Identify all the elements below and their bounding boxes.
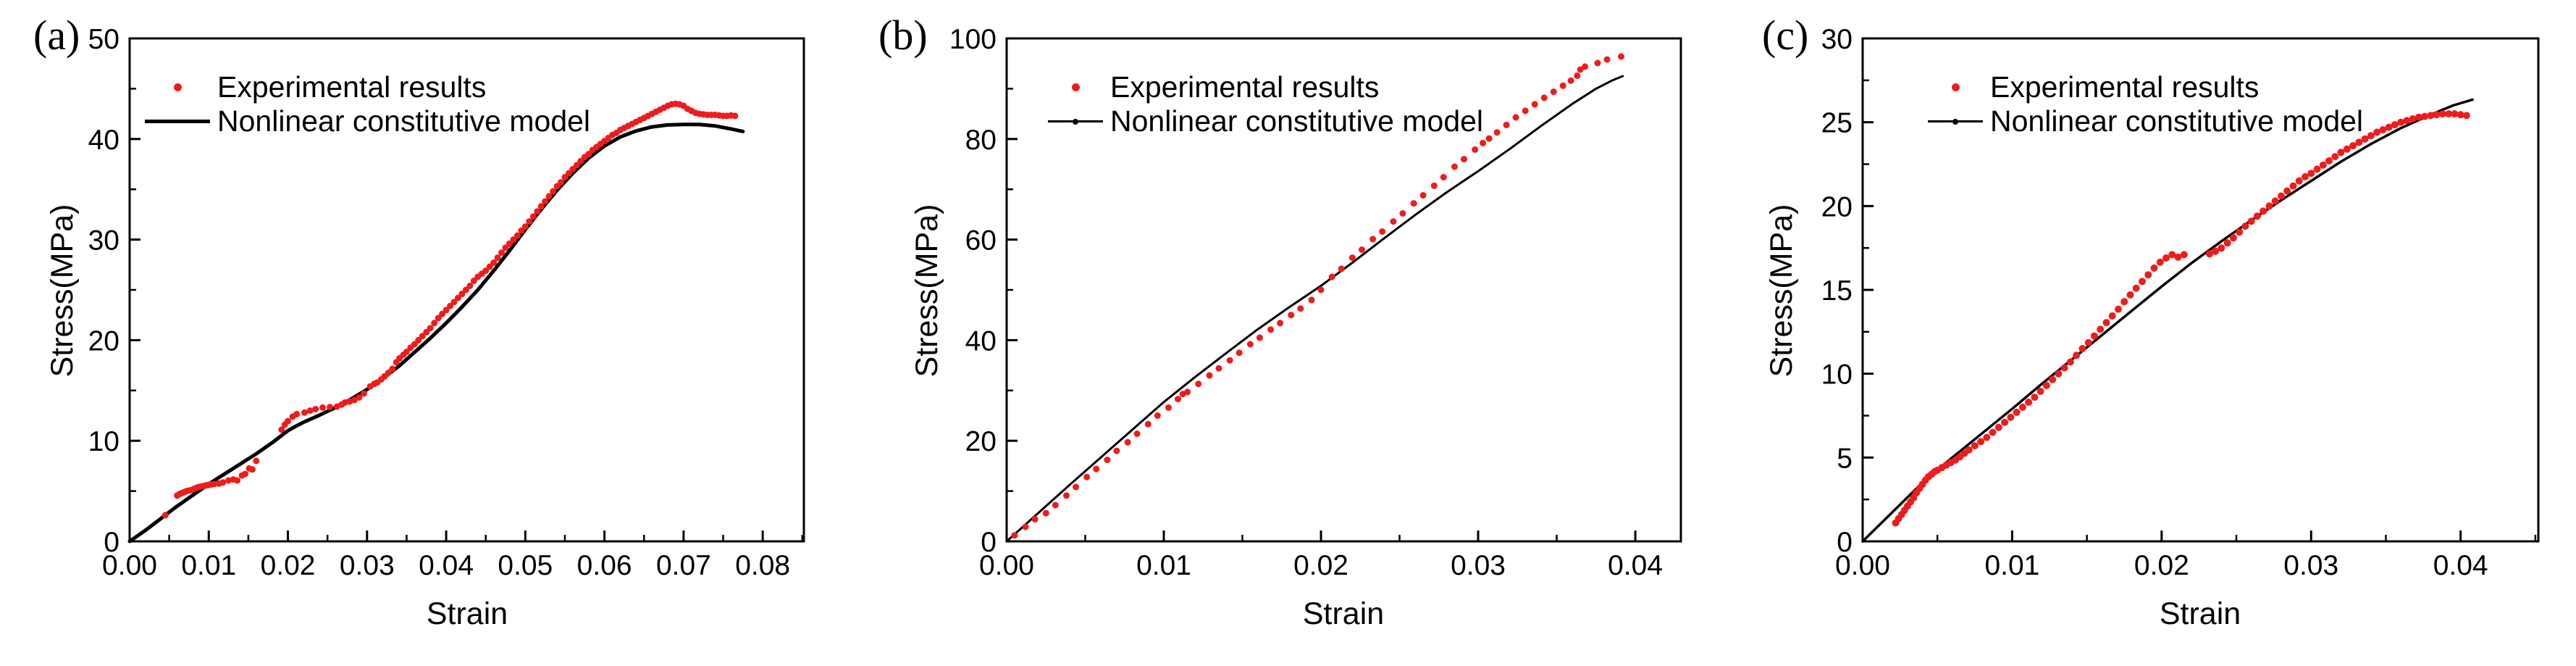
legend: Experimental results Nonlinear constitut…	[1048, 70, 1483, 138]
experimental-dot-icon	[145, 83, 210, 91]
svg-text:0.02: 0.02	[2134, 550, 2189, 581]
svg-text:80: 80	[965, 125, 997, 156]
svg-text:15: 15	[1821, 275, 1853, 307]
model-line-icon	[1048, 118, 1103, 125]
x-axis-title: Strain	[2159, 596, 2241, 631]
experimental-dot-icon	[1928, 83, 1983, 91]
svg-text:0.03: 0.03	[2283, 550, 2338, 581]
svg-text:0.03: 0.03	[1451, 550, 1506, 581]
legend-label: Experimental results	[1110, 70, 1380, 104]
svg-text:20: 20	[88, 325, 119, 357]
legend-item-experimental: Experimental results	[145, 70, 590, 104]
svg-text:0.00: 0.00	[102, 550, 157, 581]
panel-b: 0.00 0.01 0.02 0.03 0.04 0 20 40 60 80 100 (b) Str…	[862, 0, 1724, 666]
svg-text:10: 10	[1821, 359, 1853, 391]
svg-text:0.02: 0.02	[1293, 550, 1348, 581]
y-axis-title: Stress(MPa)	[1764, 204, 1799, 378]
x-axis-title: Strain	[1302, 596, 1385, 631]
y-axis-title: Stress(MPa)	[45, 204, 80, 378]
legend-item-model: Nonlinear constitutive model	[1928, 104, 2363, 138]
panel-letter-c: (c)	[1762, 12, 1809, 59]
svg-text:0.06: 0.06	[577, 550, 632, 581]
svg-text:0.08: 0.08	[735, 550, 790, 581]
plot-b: 0.00 0.01 0.02 0.03 0.04 0 20 40 60 80 100	[949, 24, 1682, 581]
svg-text:25: 25	[1821, 108, 1853, 139]
legend-item-model: Nonlinear constitutive model	[1048, 104, 1483, 138]
x-axis-title: Strain	[426, 596, 508, 631]
legend-item-model: Nonlinear constitutive model	[145, 104, 590, 138]
svg-text:0: 0	[1837, 527, 1853, 558]
svg-text:0.04: 0.04	[1608, 550, 1663, 581]
legend-label: Experimental results	[217, 70, 487, 104]
svg-text:30: 30	[1821, 24, 1853, 55]
panel-letter-b: (b)	[878, 12, 928, 59]
svg-text:0.01: 0.01	[1984, 550, 2039, 581]
svg-text:100: 100	[949, 24, 997, 55]
panel-c: 0.00 0.01 0.02 0.03 0.04 0 5 10 15 20 25 30 (c) Str…	[1724, 0, 2576, 666]
svg-text:0.01: 0.01	[181, 550, 236, 581]
svg-text:0.04: 0.04	[419, 550, 474, 581]
legend-label: Nonlinear constitutive model	[1110, 104, 1484, 138]
panel-a: 0.00 0.01 0.02 0.03 0.04 0.05 0.06 0.07 0.08 0 10 2…	[0, 0, 862, 666]
model-line-icon	[145, 120, 210, 123]
legend-label: Experimental results	[1990, 70, 2260, 104]
svg-text:0.01: 0.01	[1136, 550, 1191, 581]
svg-text:0.04: 0.04	[2433, 550, 2488, 581]
svg-text:0.00: 0.00	[1835, 550, 1890, 581]
svg-text:0.00: 0.00	[979, 550, 1034, 581]
panel-letter-a: (a)	[33, 12, 80, 59]
legend-label: Nonlinear constitutive model	[217, 104, 591, 138]
svg-text:10: 10	[88, 426, 119, 457]
experimental-dot-icon	[1048, 83, 1103, 91]
svg-text:0: 0	[981, 527, 997, 558]
svg-text:60: 60	[965, 225, 997, 257]
svg-text:40: 40	[965, 325, 997, 357]
legend: Experimental results Nonlinear constitut…	[145, 70, 590, 138]
legend-label: Nonlinear constitutive model	[1990, 104, 2364, 138]
svg-text:20: 20	[965, 426, 997, 457]
svg-text:30: 30	[88, 225, 119, 257]
y-axis-title: Stress(MPa)	[910, 204, 944, 378]
svg-text:5: 5	[1837, 443, 1853, 474]
svg-text:0.07: 0.07	[656, 550, 711, 581]
svg-text:0.03: 0.03	[340, 550, 395, 581]
model-line-icon	[1928, 118, 1983, 125]
svg-text:40: 40	[88, 125, 119, 156]
svg-text:0.05: 0.05	[498, 550, 553, 581]
svg-text:50: 50	[88, 24, 119, 55]
legend-item-experimental: Experimental results	[1928, 70, 2363, 104]
legend: Experimental results Nonlinear constitut…	[1928, 70, 2363, 138]
svg-text:0: 0	[104, 527, 119, 558]
legend-item-experimental: Experimental results	[1048, 70, 1483, 104]
svg-text:20: 20	[1821, 191, 1853, 222]
svg-text:0.02: 0.02	[261, 550, 316, 581]
plot-a: 0.00 0.01 0.02 0.03 0.04 0.05 0.06 0.07 0.08 0 10 2…	[88, 24, 805, 581]
plot-c: 0.00 0.01 0.02 0.03 0.04 0 5 10 15 20 25 30	[1821, 24, 2540, 581]
